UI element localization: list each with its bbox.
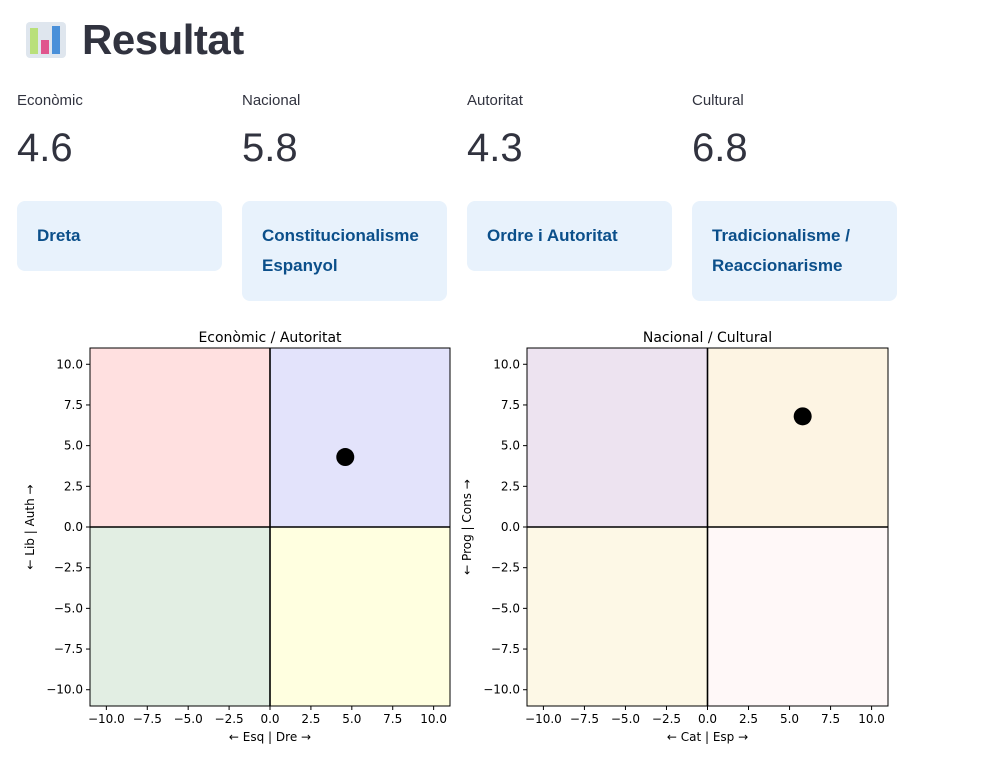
- y-tick-label: 5.0: [501, 439, 520, 453]
- chart-title: Nacional / Cultural: [643, 330, 772, 346]
- y-tick-label: 7.5: [501, 398, 520, 412]
- x-tick-label: 7.5: [383, 712, 402, 726]
- info-box-authority: Ordre i Autoritat: [467, 201, 672, 271]
- quadrant-top-left: [527, 348, 708, 527]
- x-tick-label: −7.5: [133, 712, 162, 726]
- y-tick-label: 7.5: [64, 398, 83, 412]
- y-tick-label: 5.0: [64, 439, 83, 453]
- x-tick-label: −5.0: [611, 712, 640, 726]
- metric-label: Nacional: [242, 92, 301, 109]
- metric-label: Cultural: [692, 92, 744, 109]
- quadrant-top-left: [90, 348, 270, 527]
- y-tick-label: 2.5: [501, 479, 520, 493]
- y-tick-label: −7.5: [491, 642, 520, 656]
- bar-chart-emoji-icon: [26, 22, 66, 58]
- x-tick-label: −5.0: [174, 712, 203, 726]
- x-axis-label: ← Cat | Esp →: [667, 730, 748, 744]
- metric-value: 6.8: [692, 126, 748, 170]
- x-tick-label: 5.0: [780, 712, 799, 726]
- y-tick-label: 10.0: [56, 357, 83, 371]
- y-tick-label: −7.5: [54, 642, 83, 656]
- x-tick-label: 5.0: [342, 712, 361, 726]
- info-box-cultural: Tradicionalisme / Reaccionarisme: [692, 201, 897, 301]
- metric-authority: Autoritat 4.3: [467, 90, 672, 172]
- y-tick-label: −10.0: [483, 683, 520, 697]
- y-tick-label: 0.0: [64, 520, 83, 534]
- info-box-national: Constitucionalisme Espanyol: [242, 201, 447, 301]
- x-tick-label: −10.0: [525, 712, 562, 726]
- y-tick-label: −10.0: [46, 683, 83, 697]
- quadrant-bottom-left: [527, 527, 708, 706]
- y-tick-label: −5.0: [54, 601, 83, 615]
- data-point: [793, 407, 812, 426]
- x-tick-label: −10.0: [88, 712, 125, 726]
- y-tick-label: 2.5: [64, 479, 83, 493]
- x-tick-label: −7.5: [570, 712, 599, 726]
- x-tick-label: 10.0: [420, 712, 447, 726]
- y-tick-label: 0.0: [501, 520, 520, 534]
- quadrant-bottom-left: [90, 527, 270, 706]
- quadrant-bottom-right: [270, 527, 450, 706]
- quadrant-top-right: [270, 348, 450, 527]
- quadrant-bottom-right: [707, 527, 888, 706]
- chart-title: Econòmic / Autoritat: [198, 330, 342, 346]
- y-tick-label: −5.0: [491, 601, 520, 615]
- chart-national-cultural: −10.0 −10.0 −7.5 −7.5 −5.0 −5.0 −2.5 −2.5 0.0 0.0…: [460, 330, 889, 744]
- x-tick-label: −2.5: [215, 712, 244, 726]
- metric-label: Econòmic: [17, 92, 83, 109]
- y-axis-label: ← Prog | Cons →: [460, 479, 474, 575]
- metric-value: 4.6: [17, 126, 73, 170]
- metric-value: 5.8: [242, 126, 298, 170]
- x-tick-label: −2.5: [652, 712, 681, 726]
- x-axis-label: ← Esq | Dre →: [229, 730, 311, 744]
- page-title: Resultat: [82, 16, 244, 63]
- chart-economic-authority: −10.0 −10.0 −7.5 −7.5 −5.0 −5.0 −2.5 −2.5 0.0 0.0…: [23, 330, 451, 744]
- x-tick-label: 0.0: [260, 712, 279, 726]
- metric-economic: Econòmic 4.6: [17, 90, 222, 172]
- x-tick-label: 2.5: [301, 712, 320, 726]
- metric-label: Autoritat: [467, 92, 523, 109]
- metric-national: Nacional 5.8: [242, 90, 447, 172]
- quadrant-top-right: [707, 348, 888, 527]
- y-tick-label: −2.5: [491, 561, 520, 575]
- info-box-economic: Dreta: [17, 201, 222, 271]
- page-header: Resultat: [22, 14, 244, 66]
- x-tick-label: 7.5: [821, 712, 840, 726]
- y-tick-label: −2.5: [54, 561, 83, 575]
- y-tick-label: 10.0: [493, 357, 520, 371]
- metric-value: 4.3: [467, 126, 523, 170]
- x-tick-label: 2.5: [739, 712, 758, 726]
- x-tick-label: 10.0: [858, 712, 885, 726]
- y-axis-label: ← Lib | Auth →: [23, 484, 37, 569]
- metric-cultural: Cultural 6.8: [692, 90, 897, 172]
- x-tick-label: 0.0: [698, 712, 717, 726]
- data-point: [336, 448, 355, 467]
